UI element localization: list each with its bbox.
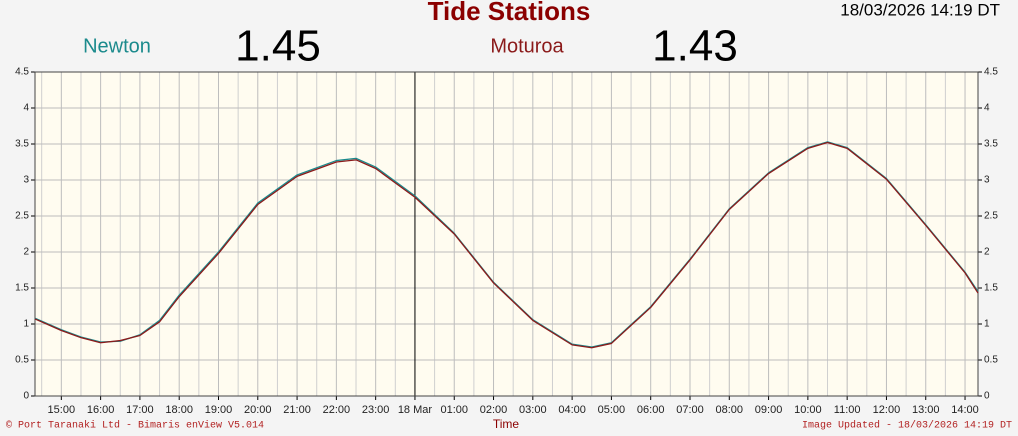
x-tick-label: 13:00 xyxy=(912,404,940,416)
y-tick-label: 3.5 xyxy=(984,139,998,150)
y-tick-label: 0.5 xyxy=(15,355,29,366)
x-tick-label: 16:00 xyxy=(87,404,115,416)
plot-area xyxy=(35,72,978,396)
x-tick-label: 23:00 xyxy=(362,404,390,416)
y-tick-label: 1 xyxy=(23,319,29,330)
y-tick-label: 2.5 xyxy=(984,211,998,222)
y-tick-label: 0 xyxy=(984,391,990,402)
x-tick-label: 17:00 xyxy=(126,404,154,416)
x-tick-label: 02:00 xyxy=(480,404,508,416)
footer-updated: Image Updated - 18/03/2026 14:19 DT xyxy=(802,420,1012,432)
x-tick-label: 14:00 xyxy=(951,404,979,416)
chart-title: Tide Stations xyxy=(428,0,591,26)
y-tick-label: 0.5 xyxy=(984,355,998,366)
station-name: Moturoa xyxy=(490,35,564,57)
y-tick-label: 3 xyxy=(23,175,29,186)
plot-border xyxy=(34,71,979,397)
x-tick-label: 04:00 xyxy=(558,404,586,416)
y-tick-label: 1 xyxy=(984,319,990,330)
x-tick-label: 10:00 xyxy=(794,404,822,416)
station-reading: 1.45 xyxy=(235,22,321,71)
y-tick-label: 2 xyxy=(23,247,29,258)
x-tick-label: 11:00 xyxy=(834,404,861,416)
timestamp: 18/03/2026 14:19 DT xyxy=(840,0,1000,19)
x-tick-label: 07:00 xyxy=(676,404,704,416)
y-tick-label: 0 xyxy=(23,391,29,402)
x-tick-label: 19:00 xyxy=(205,404,233,416)
x-tick-label: 09:00 xyxy=(755,404,783,416)
x-tick-label: 12:00 xyxy=(873,404,901,416)
x-tick-label: 18 Mar xyxy=(398,404,433,416)
y-tick-label: 4 xyxy=(23,103,29,114)
y-tick-label: 2 xyxy=(984,247,990,258)
x-tick-label: 21:00 xyxy=(283,404,311,416)
x-tick-label: 08:00 xyxy=(716,404,744,416)
y-tick-label: 1.5 xyxy=(15,283,29,294)
station-reading: 1.43 xyxy=(652,22,738,71)
y-tick-label: 2.5 xyxy=(15,211,29,222)
y-tick-label: 3.5 xyxy=(15,139,29,150)
y-tick-label: 4.5 xyxy=(984,67,998,78)
x-tick-label: 20:00 xyxy=(244,404,272,416)
y-tick-label: 4 xyxy=(984,103,990,114)
x-tick-label: 15:00 xyxy=(48,404,76,416)
x-tick-label: 03:00 xyxy=(519,404,547,416)
tide-line xyxy=(34,141,979,349)
x-tick-label: 05:00 xyxy=(598,404,626,416)
x-tick-label: 22:00 xyxy=(323,404,351,416)
y-tick-label: 1.5 xyxy=(984,283,998,294)
x-tick-label: 06:00 xyxy=(637,404,665,416)
x-tick-label: 01:00 xyxy=(440,404,468,416)
y-tick-label: 4.5 xyxy=(15,67,29,78)
x-tick-label: 18:00 xyxy=(165,404,193,416)
y-tick-label: 3 xyxy=(984,175,990,186)
x-axis-label: Time xyxy=(493,417,520,431)
footer-credit: © Port Taranaki Ltd - Bimaris enView V5.… xyxy=(6,420,264,432)
station-name: Newton xyxy=(83,35,151,57)
